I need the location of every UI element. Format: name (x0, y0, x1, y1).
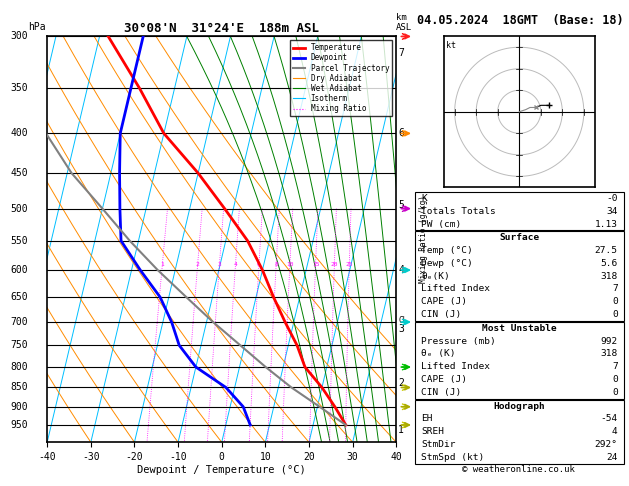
Text: hPa: hPa (28, 22, 45, 33)
Text: kt: kt (446, 41, 456, 50)
Text: 318: 318 (601, 272, 618, 280)
Text: 1: 1 (398, 425, 404, 435)
Text: 750: 750 (10, 340, 28, 350)
Text: 34: 34 (606, 207, 618, 216)
Text: Temp (°C): Temp (°C) (421, 246, 473, 255)
Text: Pressure (mb): Pressure (mb) (421, 337, 496, 346)
Text: 6: 6 (257, 262, 261, 267)
Text: 800: 800 (10, 362, 28, 372)
Text: CAPE (J): CAPE (J) (421, 375, 467, 384)
Text: 27.5: 27.5 (594, 246, 618, 255)
Text: 6: 6 (398, 128, 404, 139)
Text: Dewp (°C): Dewp (°C) (421, 259, 473, 268)
Text: 7: 7 (612, 284, 618, 294)
Text: -0: -0 (606, 194, 618, 203)
Text: 0: 0 (612, 388, 618, 397)
Text: 20: 20 (331, 262, 338, 267)
Text: 25: 25 (345, 262, 353, 267)
Text: StmSpd (kt): StmSpd (kt) (421, 453, 485, 462)
Text: 0: 0 (612, 310, 618, 319)
Text: 5: 5 (398, 200, 404, 210)
Text: EH: EH (421, 415, 433, 423)
Text: © weatheronline.co.uk: © weatheronline.co.uk (462, 465, 576, 474)
Text: 850: 850 (10, 382, 28, 393)
Text: 5.6: 5.6 (601, 259, 618, 268)
Bar (415, 231, 624, 321)
Text: 4: 4 (233, 262, 237, 267)
Legend: Temperature, Dewpoint, Parcel Trajectory, Dry Adiabat, Wet Adiabat, Isotherm, Mi: Temperature, Dewpoint, Parcel Trajectory… (290, 40, 392, 116)
Text: 650: 650 (10, 292, 28, 302)
Text: 700: 700 (10, 317, 28, 327)
Text: Lifted Index: Lifted Index (421, 284, 491, 294)
Text: 15: 15 (312, 262, 320, 267)
Text: 900: 900 (10, 402, 28, 412)
Text: 8: 8 (274, 262, 278, 267)
Text: 2: 2 (196, 262, 199, 267)
Text: CL: CL (398, 315, 407, 325)
Text: θₑ(K): θₑ(K) (421, 272, 450, 280)
Text: StmDir: StmDir (421, 440, 456, 449)
Text: Lifted Index: Lifted Index (421, 362, 491, 371)
Text: Most Unstable: Most Unstable (482, 324, 557, 333)
Bar (415, 399, 624, 464)
Text: 0: 0 (612, 297, 618, 306)
Text: km
ASL: km ASL (396, 13, 413, 33)
Text: 318: 318 (601, 349, 618, 358)
Text: 7: 7 (398, 48, 404, 58)
Text: K: K (421, 194, 427, 203)
Text: CIN (J): CIN (J) (421, 388, 462, 397)
Text: 600: 600 (10, 265, 28, 275)
Text: 292°: 292° (594, 440, 618, 449)
Text: 0: 0 (612, 375, 618, 384)
Text: 350: 350 (10, 84, 28, 93)
Text: 4: 4 (398, 265, 404, 275)
Text: 2: 2 (398, 379, 404, 388)
X-axis label: Dewpoint / Temperature (°C): Dewpoint / Temperature (°C) (137, 465, 306, 475)
Text: CIN (J): CIN (J) (421, 310, 462, 319)
Title: 30°08'N  31°24'E  188m ASL: 30°08'N 31°24'E 188m ASL (124, 22, 320, 35)
Text: 992: 992 (601, 337, 618, 346)
Text: 24: 24 (606, 453, 618, 462)
Text: 04.05.2024  18GMT  (Base: 18): 04.05.2024 18GMT (Base: 18) (417, 14, 623, 27)
Text: SREH: SREH (421, 427, 445, 436)
Text: -54: -54 (601, 415, 618, 423)
Text: 450: 450 (10, 168, 28, 178)
Text: 500: 500 (10, 204, 28, 214)
Text: 1.13: 1.13 (594, 220, 618, 228)
Text: 7: 7 (612, 362, 618, 371)
Text: 4: 4 (612, 427, 618, 436)
Text: θₑ (K): θₑ (K) (421, 349, 456, 358)
Text: Totals Totals: Totals Totals (421, 207, 496, 216)
Text: Mixing Ratio (g/kg): Mixing Ratio (g/kg) (419, 195, 428, 283)
Text: 10: 10 (286, 262, 294, 267)
Text: 1: 1 (160, 262, 164, 267)
Text: 400: 400 (10, 128, 28, 139)
Text: CAPE (J): CAPE (J) (421, 297, 467, 306)
Text: 3: 3 (398, 324, 404, 334)
Bar (415, 322, 624, 399)
Text: Hodograph: Hodograph (494, 401, 545, 411)
Text: 950: 950 (10, 420, 28, 430)
Text: PW (cm): PW (cm) (421, 220, 462, 228)
Bar (415, 192, 624, 230)
Text: Surface: Surface (499, 233, 540, 242)
Text: 550: 550 (10, 236, 28, 246)
Text: 3: 3 (218, 262, 221, 267)
Text: 300: 300 (10, 32, 28, 41)
